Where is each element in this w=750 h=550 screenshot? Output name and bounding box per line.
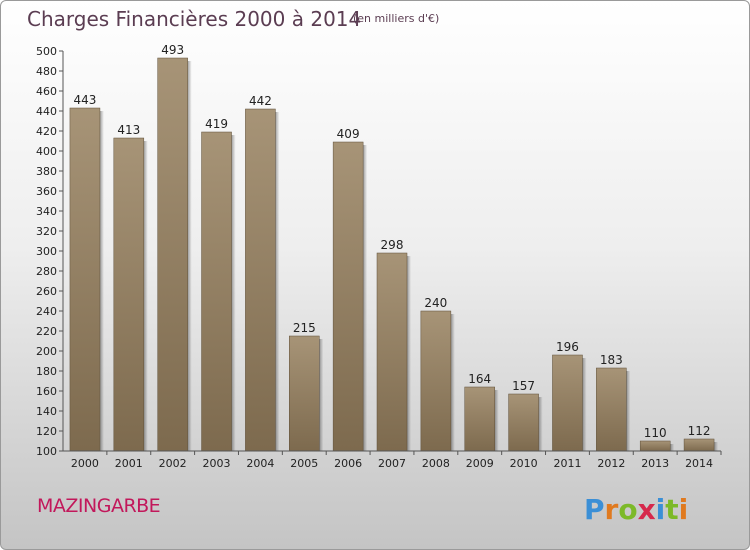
y-tick-label: 360 [36, 185, 57, 198]
x-tick-label: 2012 [597, 457, 625, 470]
y-tick-label: 320 [36, 225, 57, 238]
x-tick-label: 2006 [334, 457, 362, 470]
data-label-2014: 112 [688, 424, 711, 438]
x-tick-label: 2000 [71, 457, 99, 470]
data-label-2007: 298 [381, 238, 404, 252]
bar-shadow [99, 111, 104, 451]
bar-2014 [683, 438, 715, 452]
bar-2011 [552, 354, 583, 452]
chart-subtitle: (en milliers d'€) [353, 12, 440, 25]
y-tick-label: 240 [36, 305, 57, 318]
x-tick-label: 2011 [553, 457, 581, 470]
data-label-2002: 493 [161, 43, 184, 57]
city-name: MAZINGARBE [37, 495, 161, 517]
bar-shadow [143, 141, 148, 451]
bar-shadow [582, 358, 587, 451]
y-tick-label: 120 [36, 425, 57, 438]
y-tick-label: 460 [36, 85, 57, 98]
bar-shadow [187, 61, 192, 451]
y-tick-label: 440 [36, 105, 57, 118]
svg-text:Proxiti: Proxiti [584, 493, 688, 526]
y-tick-label: 380 [36, 165, 57, 178]
x-tick-label: 2008 [422, 457, 450, 470]
data-label-2001: 413 [117, 123, 140, 137]
data-label-2010: 157 [512, 379, 535, 393]
bar-2002 [157, 57, 188, 452]
bar-2008 [420, 310, 452, 452]
y-tick-label: 220 [36, 325, 57, 338]
bar-2005 [289, 335, 320, 452]
bar-2001 [113, 137, 145, 452]
data-label-2012: 183 [600, 353, 623, 367]
data-label-2011: 196 [556, 340, 579, 354]
data-labels: 443 413 493 419 442 215 409 298 240 164 157 196 183 1… [73, 43, 710, 440]
bar-shadow [275, 112, 280, 451]
bar-shadow [494, 390, 499, 451]
y-tick-label: 400 [36, 145, 57, 158]
data-label-2005: 215 [293, 321, 316, 335]
bar-shadow [714, 442, 719, 451]
data-label-2006: 409 [337, 127, 360, 141]
x-tick-label: 2007 [378, 457, 406, 470]
y-tick-label: 340 [36, 205, 57, 218]
bar-shadow [231, 135, 236, 451]
bar-2004 [245, 108, 276, 452]
bar-shadow [363, 145, 368, 451]
x-tick-label: 2004 [246, 457, 274, 470]
y-tick-label: 500 [36, 45, 57, 58]
bar-shadow [407, 256, 411, 451]
x-tick-label: 2002 [159, 457, 187, 470]
bar-shadow [626, 371, 631, 451]
data-label-2009: 164 [468, 372, 491, 386]
x-tick-label: 2010 [510, 457, 538, 470]
y-tick-label: 180 [36, 365, 57, 378]
y-axis: 100 120 140 160 180 200 220 240 260 280 300 320 340 3… [36, 45, 64, 458]
bar-shadow [450, 314, 455, 451]
y-tick-label: 300 [36, 245, 57, 258]
x-tick-label: 2001 [115, 457, 143, 470]
chart-title: Charges Financières 2000 à 2014 [27, 7, 362, 31]
bar-2009 [464, 386, 495, 452]
y-tick-label: 260 [36, 285, 57, 298]
bars [69, 57, 719, 452]
bar-2012 [596, 367, 627, 452]
y-tick-label: 140 [36, 405, 57, 418]
y-tick-label: 160 [36, 385, 57, 398]
data-label-2004: 442 [249, 94, 272, 108]
bar-shadow [319, 339, 324, 451]
y-tick-label: 420 [36, 125, 57, 138]
bar-2013 [639, 440, 671, 452]
y-tick-label: 280 [36, 265, 57, 278]
x-tick-label: 2005 [290, 457, 318, 470]
x-axis: 2000 2001 2002 2003 2004 2005 2006 2007 2008 2009… [63, 450, 722, 470]
data-label-2003: 419 [205, 117, 228, 131]
bar-shadow [670, 444, 675, 451]
bar-2010 [508, 393, 539, 452]
y-tick-label: 200 [36, 345, 57, 358]
proxiti-logo[interactable]: Proxiti [584, 491, 694, 527]
bar-2007 [376, 252, 408, 452]
data-label-2000: 443 [73, 93, 96, 107]
bar-2003 [201, 131, 232, 452]
bar-shadow [538, 397, 543, 451]
y-tick-label: 100 [36, 445, 57, 458]
data-label-2013: 110 [644, 426, 667, 440]
x-tick-label: 2013 [641, 457, 669, 470]
bar-2006 [332, 141, 364, 452]
bar-2000 [69, 107, 101, 452]
y-tick-label: 480 [36, 65, 57, 78]
x-tick-label: 2003 [203, 457, 231, 470]
x-tick-label: 2014 [685, 457, 713, 470]
x-tick-label: 2009 [466, 457, 494, 470]
data-label-2008: 240 [424, 296, 447, 310]
